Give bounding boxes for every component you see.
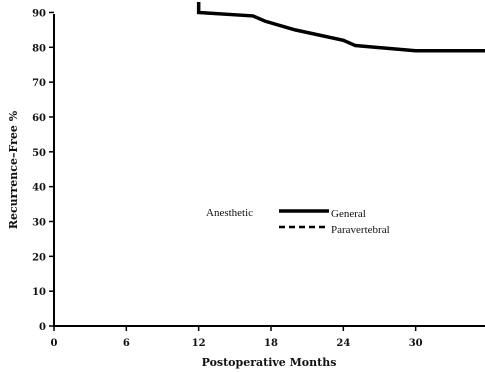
legend-label-general: General — [331, 208, 366, 220]
axis-layer: 010203040506070809006121824303 — [32, 8, 485, 349]
legend-title: Anesthetic — [206, 207, 253, 219]
x-tick-label: 30 — [409, 338, 423, 349]
x-axis-title: Postoperative Months — [202, 356, 337, 369]
y-axis-title: Recurrence–Free % — [7, 110, 20, 229]
x-tick-label: 12 — [192, 338, 206, 349]
series-line-general — [196, 2, 485, 53]
legend: Anesthetic General Paravertebral — [206, 207, 390, 236]
x-tick-label: 0 — [51, 338, 58, 349]
y-tick-label: 60 — [32, 113, 46, 124]
legend-label-paravertebral: Paravertebral — [331, 224, 390, 236]
y-tick-label: 80 — [32, 43, 46, 54]
y-tick-label: 30 — [32, 217, 46, 228]
x-tick-label: 24 — [336, 338, 350, 349]
x-tick-label: 6 — [123, 338, 130, 349]
y-tick-label: 20 — [32, 252, 46, 263]
y-tick-label: 90 — [32, 8, 46, 19]
y-tick-label: 10 — [32, 287, 46, 298]
y-tick-label: 70 — [32, 78, 46, 89]
series-layer — [196, 2, 485, 53]
y-tick-label: 40 — [32, 183, 46, 194]
y-tick-label: 0 — [39, 322, 46, 333]
y-tick-label: 50 — [32, 148, 46, 159]
x-tick-label: 18 — [264, 338, 278, 349]
